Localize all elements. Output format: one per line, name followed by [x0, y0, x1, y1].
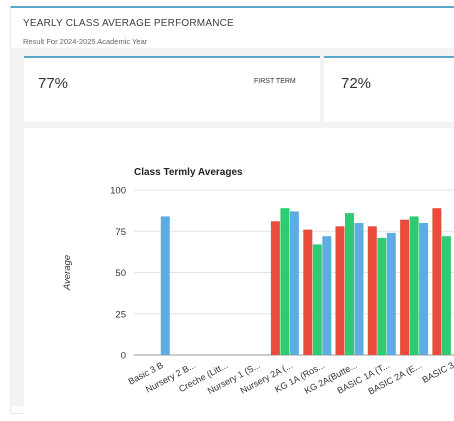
page-subtitle: Result For 2024-2025 Academic Year: [23, 37, 148, 46]
bar: [335, 226, 345, 355]
x-tick-label: BASIC 3: [420, 360, 454, 385]
bar: [303, 229, 313, 355]
bar: [160, 216, 170, 355]
term-card-first: 77% FIRST TERM: [24, 56, 320, 122]
chart-title: Class Termly Averages: [134, 167, 243, 178]
y-tick-label: 0: [121, 351, 126, 362]
term-card-second: 72%: [324, 56, 454, 122]
bar-chart: Class Termly Averages 0 25 50 75 100 Average…: [62, 167, 454, 397]
y-tick-label: 50: [115, 268, 126, 279]
bar: [432, 208, 442, 355]
page-title: YEARLY CLASS AVERAGE PERFORMANCE: [23, 18, 234, 29]
bar: [386, 232, 396, 355]
bar: [345, 213, 354, 355]
term-average-value: 72%: [341, 75, 372, 92]
bar: [409, 216, 419, 355]
term-label: FIRST TERM: [254, 78, 296, 85]
bar: [367, 226, 377, 355]
y-axis-ticks: 0 25 50 75 100: [110, 186, 126, 362]
bar: [419, 223, 429, 355]
chart-panel: Class Termly Averages 0 25 50 75 100 Average…: [24, 128, 454, 414]
term-average-value: 77%: [38, 75, 69, 92]
y-tick-label: 100: [110, 186, 126, 197]
bar: [354, 223, 364, 355]
bar: [280, 208, 290, 355]
bar: [270, 221, 280, 355]
bar: [400, 219, 410, 355]
y-axis-label: Average: [62, 255, 73, 291]
bar: [312, 244, 322, 355]
y-tick-label: 75: [115, 227, 126, 238]
bar: [441, 236, 451, 355]
bar: [289, 211, 299, 355]
bar: [377, 237, 387, 355]
chart-bars: [160, 208, 451, 355]
bar: [322, 236, 332, 355]
y-tick-label: 25: [115, 309, 126, 320]
